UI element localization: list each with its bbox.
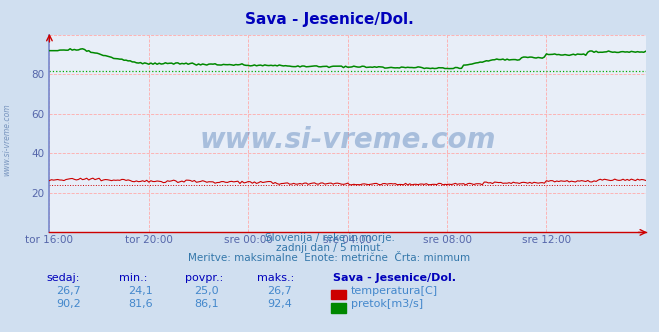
- Text: Meritve: maksimalne  Enote: metrične  Črta: minmum: Meritve: maksimalne Enote: metrične Črta…: [188, 253, 471, 263]
- Text: Slovenija / reke in morje.: Slovenija / reke in morje.: [264, 233, 395, 243]
- Text: min.:: min.:: [119, 273, 147, 283]
- Text: 81,6: 81,6: [129, 299, 153, 309]
- Text: www.si-vreme.com: www.si-vreme.com: [200, 125, 496, 154]
- Text: Sava - Jesenice/Dol.: Sava - Jesenice/Dol.: [333, 273, 456, 283]
- Text: Sava - Jesenice/Dol.: Sava - Jesenice/Dol.: [245, 12, 414, 27]
- Text: 26,7: 26,7: [56, 286, 81, 296]
- Text: 92,4: 92,4: [267, 299, 292, 309]
- Text: pretok[m3/s]: pretok[m3/s]: [351, 299, 422, 309]
- Text: 86,1: 86,1: [194, 299, 219, 309]
- Text: 24,1: 24,1: [129, 286, 154, 296]
- Text: 26,7: 26,7: [267, 286, 292, 296]
- Text: 25,0: 25,0: [194, 286, 219, 296]
- Text: 90,2: 90,2: [56, 299, 81, 309]
- Text: sedaj:: sedaj:: [46, 273, 80, 283]
- Text: maks.:: maks.:: [257, 273, 295, 283]
- Text: www.si-vreme.com: www.si-vreme.com: [2, 103, 11, 176]
- Text: temperatura[C]: temperatura[C]: [351, 286, 438, 296]
- Text: povpr.:: povpr.:: [185, 273, 223, 283]
- Text: zadnji dan / 5 minut.: zadnji dan / 5 minut.: [275, 243, 384, 253]
